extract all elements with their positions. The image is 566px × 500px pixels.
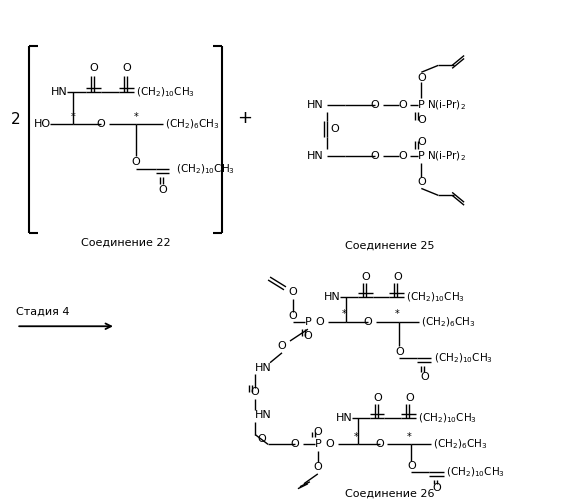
Text: O: O [289,312,297,322]
Text: O: O [97,120,105,130]
Text: O: O [314,462,322,472]
Text: Соединение 22: Соединение 22 [81,238,170,248]
Text: *: * [341,310,346,320]
Text: O: O [417,73,426,83]
Text: P: P [418,100,424,110]
Text: O: O [417,137,426,147]
Text: HN: HN [307,151,324,161]
Text: O: O [251,387,260,397]
Text: O: O [258,434,267,444]
Text: (CH$_2$)$_{10}$CH$_3$: (CH$_2$)$_{10}$CH$_3$ [406,290,465,304]
Text: O: O [331,124,339,134]
Text: O: O [433,482,441,492]
Text: O: O [373,393,382,403]
Text: O: O [289,287,297,297]
Text: HN: HN [255,410,272,420]
Text: (CH$_2$)$_6$CH$_3$: (CH$_2$)$_6$CH$_3$ [421,316,476,329]
Text: P: P [418,151,424,161]
Text: N(i-Pr)$_2$: N(i-Pr)$_2$ [427,98,466,112]
Text: +: + [237,108,252,126]
Text: O: O [363,318,372,328]
Text: O: O [395,347,404,357]
Text: *: * [71,112,75,122]
Text: O: O [417,114,426,124]
Text: O: O [325,440,334,450]
Text: O: O [417,176,426,186]
Text: HO: HO [34,120,52,130]
Text: O: O [375,440,384,450]
Text: O: O [398,100,407,110]
Text: O: O [398,151,407,161]
Text: O: O [370,100,379,110]
Text: N(i-Pr)$_2$: N(i-Pr)$_2$ [427,149,466,162]
Text: Соединение 25: Соединение 25 [345,240,434,250]
Text: O: O [89,64,98,74]
Text: (CH$_2$)$_{10}$CH$_3$: (CH$_2$)$_{10}$CH$_3$ [434,351,494,364]
Text: P: P [315,440,321,450]
Text: O: O [122,64,131,74]
Text: (CH$_2$)$_{10}$CH$_3$: (CH$_2$)$_{10}$CH$_3$ [136,85,195,99]
Text: *: * [134,112,138,122]
Text: O: O [361,272,370,282]
Text: HN: HN [307,100,324,110]
Text: (CH$_2$)$_{10}$CH$_3$: (CH$_2$)$_{10}$CH$_3$ [418,411,477,424]
Text: (CH$_2$)$_6$CH$_3$: (CH$_2$)$_6$CH$_3$ [165,118,219,131]
Text: (CH$_2$)$_{10}$CH$_3$: (CH$_2$)$_{10}$CH$_3$ [175,162,234,175]
Text: HN: HN [324,292,341,302]
Text: O: O [303,331,312,341]
Text: O: O [131,157,140,167]
Text: HN: HN [336,413,353,423]
Text: P: P [305,318,311,328]
Text: O: O [278,341,286,351]
Text: (CH$_2$)$_6$CH$_3$: (CH$_2$)$_6$CH$_3$ [433,438,488,451]
Text: *: * [395,310,400,320]
Text: *: * [407,432,411,442]
Text: Соединение 26: Соединение 26 [345,488,434,498]
Text: 2: 2 [11,112,20,127]
Text: Стадия 4: Стадия 4 [16,306,70,316]
Text: O: O [405,393,414,403]
Text: HN: HN [255,362,272,372]
Text: O: O [290,440,299,450]
Text: O: O [314,426,322,436]
Text: (CH$_2$)$_{10}$CH$_3$: (CH$_2$)$_{10}$CH$_3$ [446,465,505,479]
Text: O: O [315,318,324,328]
Text: HN: HN [51,87,68,97]
Text: O: O [370,151,379,161]
Text: O: O [393,272,402,282]
Text: O: O [407,461,416,471]
Text: *: * [353,432,358,442]
Text: O: O [158,186,167,196]
Text: O: O [420,372,428,382]
